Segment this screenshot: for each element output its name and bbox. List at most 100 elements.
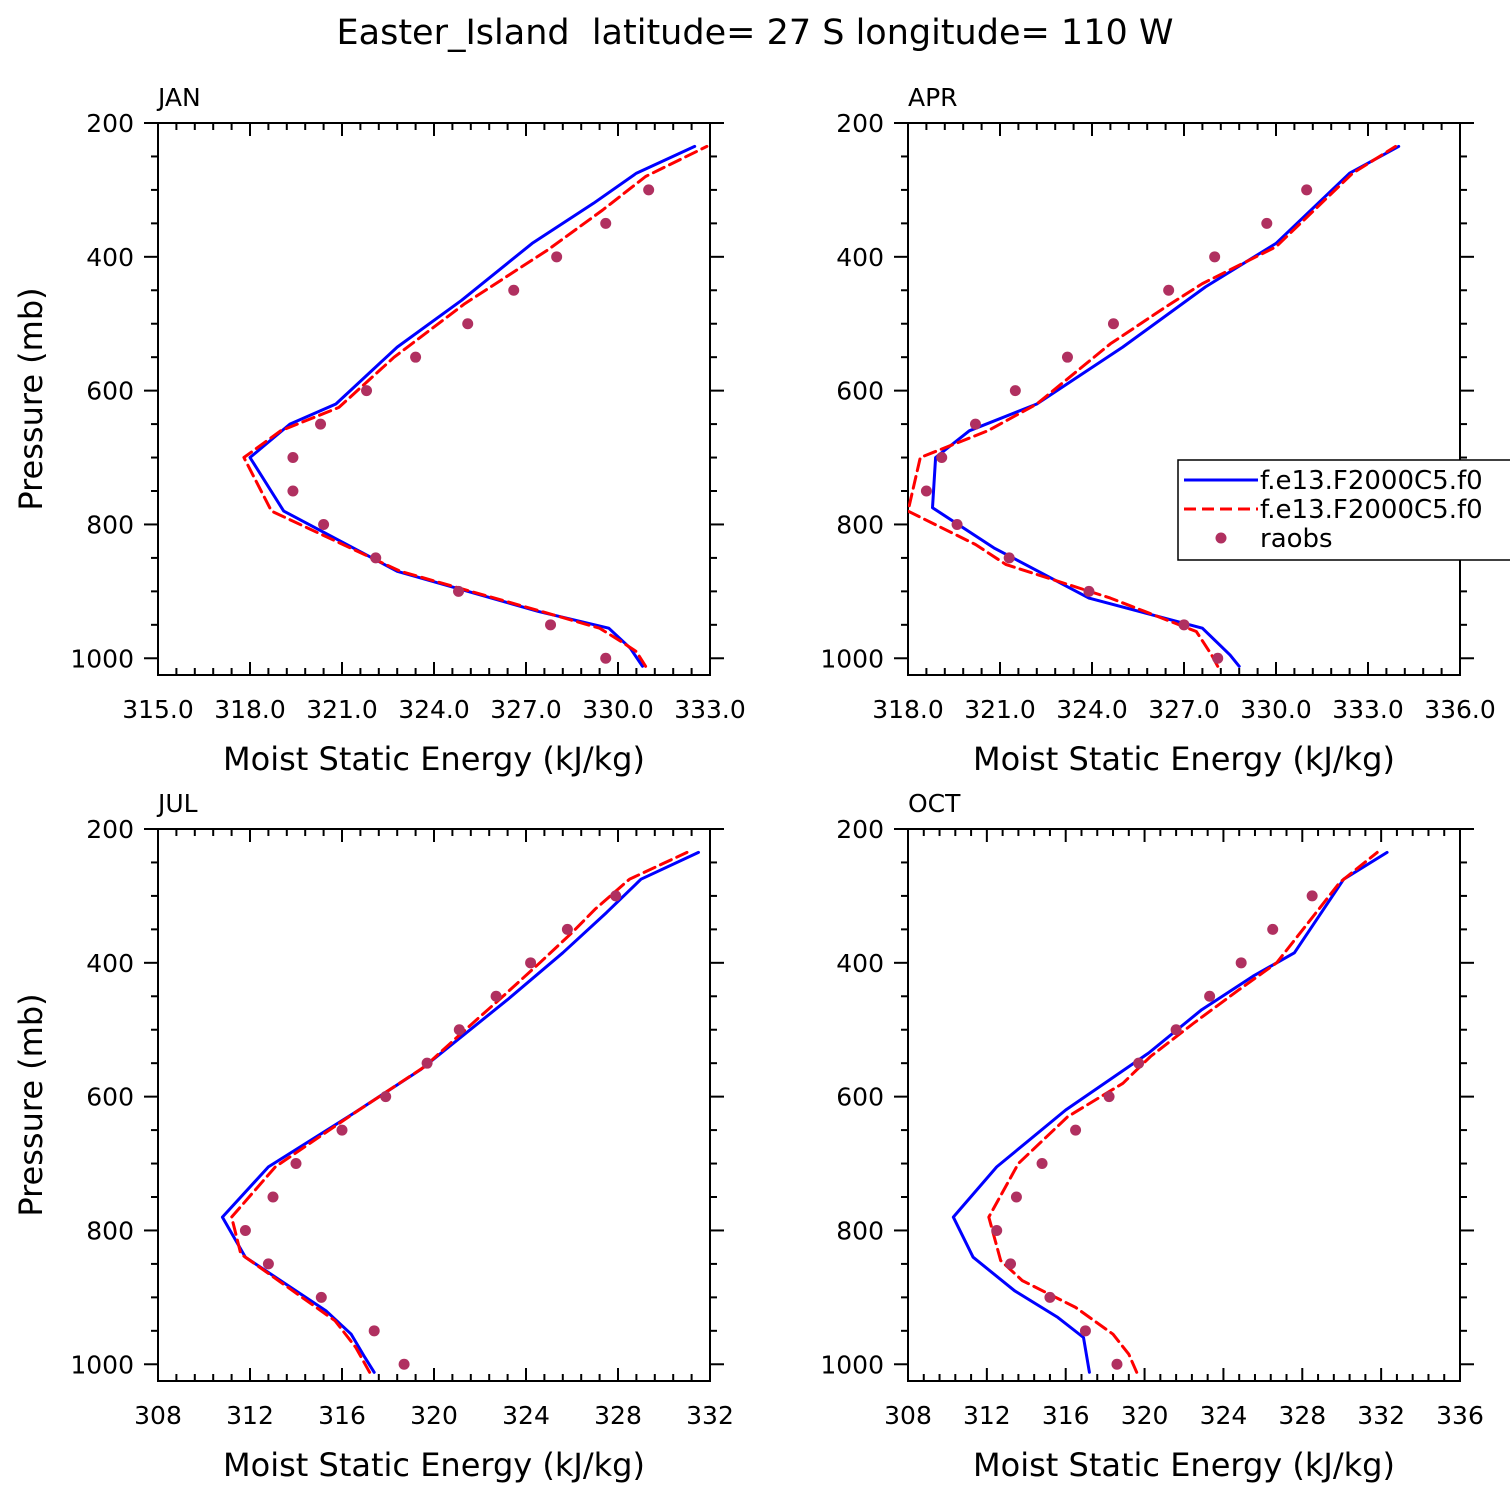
raobs-marker xyxy=(643,184,655,196)
raobs-marker xyxy=(920,485,932,497)
raobs-marker xyxy=(262,1258,274,1270)
raobs-marker xyxy=(1107,318,1119,330)
y-tick-label: 200 xyxy=(86,109,134,138)
raobs-marker xyxy=(1301,184,1313,196)
figure-title: Easter_Island latitude= 27 S longitude= … xyxy=(337,13,1174,53)
raobs-marker xyxy=(936,452,948,464)
raobs-marker xyxy=(1204,990,1216,1002)
x-tick-label: 336 xyxy=(1436,1401,1484,1430)
raobs-marker xyxy=(969,418,981,430)
raobs-marker xyxy=(1261,217,1273,229)
y-tick-label: 800 xyxy=(836,510,884,539)
y-tick-label: 1000 xyxy=(70,1350,134,1379)
model-line-dashed xyxy=(908,144,1398,668)
panel-oct: 308 312 316 320 324 328 332 336 200 400 600 800 1000… xyxy=(820,789,1483,1484)
raobs-marker xyxy=(1235,957,1247,969)
raobs-marker xyxy=(1163,284,1175,296)
x-tick-label: 328 xyxy=(594,1401,642,1430)
raobs-marker xyxy=(290,1158,302,1170)
raobs-marker xyxy=(600,217,612,229)
raobs-marker xyxy=(1267,923,1279,935)
raobs-marker xyxy=(1111,1358,1123,1370)
x-tick-label: 332 xyxy=(1357,1401,1405,1430)
panel-title: JAN xyxy=(156,83,201,112)
x-tick-label: 330.0 xyxy=(582,695,654,724)
y-axis-label: Pressure (mb) xyxy=(12,287,50,510)
y-tick-label: 600 xyxy=(836,377,884,406)
y-tick-label: 1000 xyxy=(820,1350,884,1379)
x-tick-label: 308 xyxy=(134,1401,182,1430)
x-tick-label: 320 xyxy=(1121,1401,1169,1430)
x-tick-label: 333.0 xyxy=(1332,695,1404,724)
panel-apr: 318.0 321.0 324.0 327.0 330.0 333.0 336.0 200 40… xyxy=(820,83,1495,778)
panel-jan: 315.0 318.0 321.0 324.0 327.0 330.0 333.0 200 40… xyxy=(12,83,746,778)
x-axis-label: Moist Static Energy (kJ/kg) xyxy=(223,740,645,778)
raobs-marker xyxy=(361,385,373,397)
y-tick-label: 400 xyxy=(836,243,884,272)
legend-marker xyxy=(1215,532,1227,544)
raobs-marker xyxy=(398,1358,410,1370)
x-tick-label: 332 xyxy=(686,1401,734,1430)
raobs-marker xyxy=(453,1024,465,1036)
data-area xyxy=(951,850,1389,1374)
y-tick-label: 400 xyxy=(86,243,134,272)
raobs-marker xyxy=(1003,552,1015,564)
x-tick-label: 318.0 xyxy=(214,695,286,724)
x-tick-label: 318.0 xyxy=(872,695,944,724)
raobs-marker xyxy=(1070,1124,1082,1136)
x-tick-label: 324 xyxy=(502,1401,550,1430)
raobs-marker xyxy=(490,990,502,1002)
x-tick-label: 327.0 xyxy=(490,695,562,724)
raobs-marker xyxy=(551,251,563,263)
model-line-dashed xyxy=(242,144,709,668)
y-tick-label: 800 xyxy=(86,1216,134,1245)
raobs-marker xyxy=(318,518,330,530)
x-tick-label: 316 xyxy=(1042,1401,1090,1430)
raobs-marker xyxy=(410,351,422,363)
raobs-marker xyxy=(1036,1158,1048,1170)
panels: 315.0 318.0 321.0 324.0 327.0 330.0 333.0 200 40… xyxy=(12,83,1496,1484)
legend-label: f.e13.F2000C5.f0 xyxy=(1260,495,1483,525)
x-tick-label: 316 xyxy=(318,1401,366,1430)
x-tick-label: 330.0 xyxy=(1240,695,1312,724)
panel-title: JUL xyxy=(156,789,198,818)
raobs-marker xyxy=(1044,1291,1056,1303)
x-tick-label: 308 xyxy=(884,1401,932,1430)
raobs-marker xyxy=(315,1291,327,1303)
raobs-marker xyxy=(368,1325,380,1337)
plot-frame xyxy=(157,122,711,676)
raobs-marker xyxy=(1209,251,1221,263)
y-tick-label: 1000 xyxy=(70,644,134,673)
y-tick-label: 800 xyxy=(836,1216,884,1245)
raobs-marker xyxy=(1061,351,1073,363)
x-tick-label: 312 xyxy=(226,1401,274,1430)
raobs-marker xyxy=(1083,585,1095,597)
raobs-marker xyxy=(380,1091,392,1103)
data-area xyxy=(908,144,1401,668)
x-tick-label: 315.0 xyxy=(122,695,194,724)
raobs-marker xyxy=(1133,1057,1145,1069)
x-tick-label: 320 xyxy=(410,1401,458,1430)
model-line-solid xyxy=(931,144,1401,668)
raobs-marker xyxy=(336,1124,348,1136)
y-tick-label: 600 xyxy=(836,1083,884,1112)
raobs-marker xyxy=(287,452,299,464)
y-tick-label: 200 xyxy=(836,815,884,844)
x-tick-label: 321.0 xyxy=(964,695,1036,724)
data-area xyxy=(242,144,709,668)
x-tick-label: 324.0 xyxy=(1056,695,1128,724)
x-axis-label: Moist Static Energy (kJ/kg) xyxy=(223,1446,645,1484)
raobs-marker xyxy=(1009,385,1021,397)
raobs-marker xyxy=(1212,652,1224,664)
raobs-marker xyxy=(453,585,465,597)
y-tick-label: 400 xyxy=(836,949,884,978)
x-tick-label: 328 xyxy=(1278,1401,1326,1430)
x-tick-label: 324.0 xyxy=(398,695,470,724)
raobs-marker xyxy=(1005,1258,1017,1270)
plot-frame xyxy=(907,828,1461,1382)
data-area xyxy=(220,850,700,1374)
x-tick-label: 312 xyxy=(963,1401,1011,1430)
model-line-solid xyxy=(951,850,1389,1374)
raobs-marker xyxy=(508,284,520,296)
